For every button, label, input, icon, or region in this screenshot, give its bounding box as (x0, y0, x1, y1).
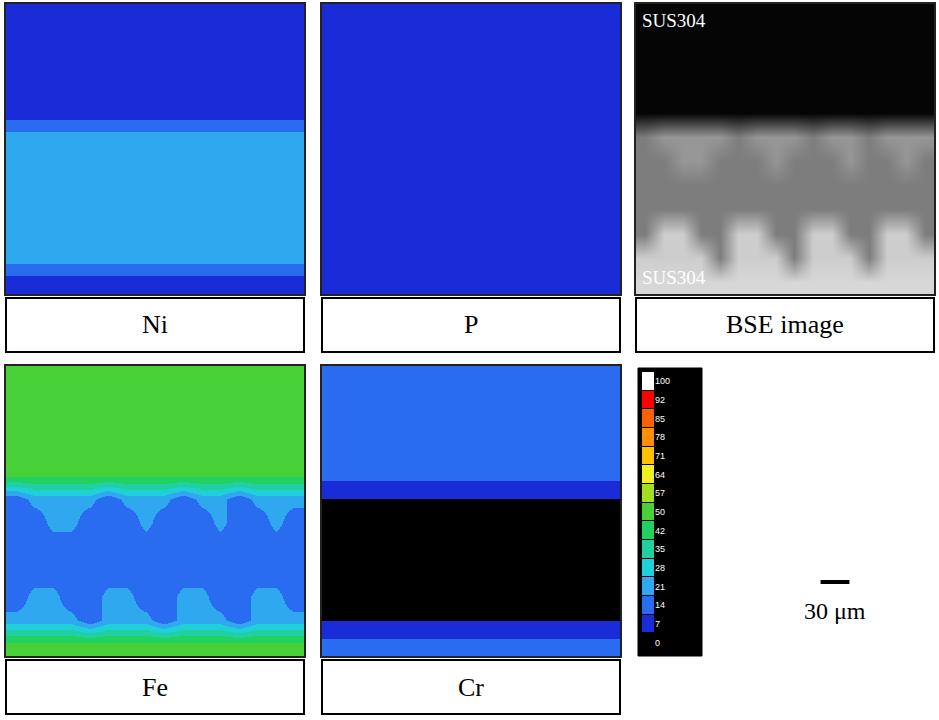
svg-text:P: P (464, 310, 478, 339)
svg-text:SUS304: SUS304 (642, 10, 706, 31)
svg-text:30 μm: 30 μm (804, 598, 866, 624)
svg-text:92: 92 (655, 395, 665, 405)
svg-text:64: 64 (655, 470, 665, 480)
svg-text:57: 57 (655, 488, 665, 498)
svg-text:28: 28 (655, 563, 665, 573)
svg-text:Ni: Ni (142, 310, 168, 339)
svg-text:BSE image: BSE image (726, 310, 844, 339)
svg-text:0: 0 (655, 638, 660, 648)
svg-text:Cr: Cr (458, 673, 484, 702)
svg-text:100: 100 (655, 376, 670, 386)
svg-text:35: 35 (655, 544, 665, 554)
svg-text:50: 50 (655, 507, 665, 517)
svg-text:42: 42 (655, 526, 665, 536)
svg-text:21: 21 (655, 582, 665, 592)
svg-text:Fe: Fe (142, 673, 168, 702)
svg-text:71: 71 (655, 451, 665, 461)
svg-text:SUS304: SUS304 (642, 267, 706, 288)
svg-text:7: 7 (655, 619, 660, 629)
svg-text:14: 14 (655, 600, 665, 610)
svg-text:85: 85 (655, 414, 665, 424)
svg-text:78: 78 (655, 432, 665, 442)
